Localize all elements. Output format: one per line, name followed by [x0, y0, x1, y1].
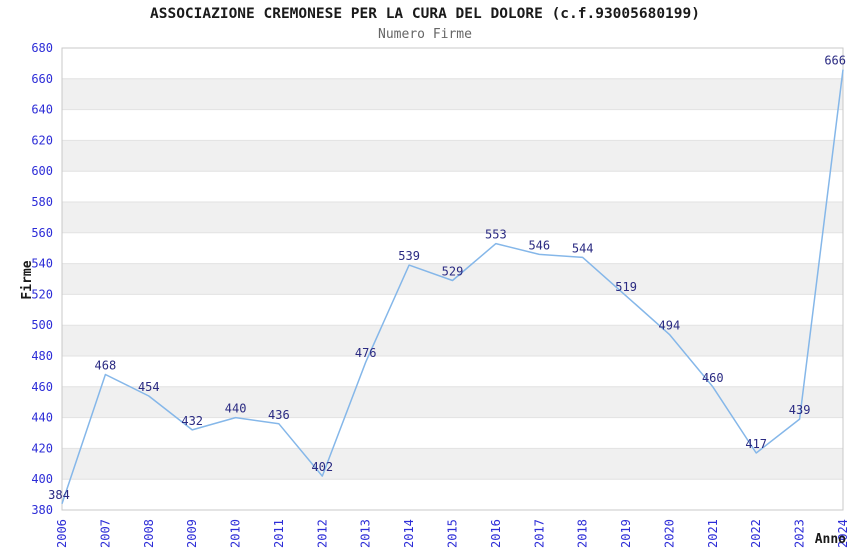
data-point-label: 546: [528, 238, 550, 252]
grid-band: [62, 140, 843, 172]
y-tick-label: 620: [31, 133, 53, 147]
data-point-label: 476: [355, 346, 377, 360]
x-tick-label: 2024: [836, 519, 850, 548]
data-point-label: 384: [48, 488, 70, 502]
data-point-label: 666: [824, 54, 846, 68]
y-axis-title: Firme: [20, 260, 35, 299]
x-tick-label: 2015: [446, 519, 460, 548]
data-point-label: 529: [442, 265, 464, 279]
plot-border: [61, 47, 844, 511]
data-point-label: 402: [311, 460, 333, 474]
y-tick-label: 480: [31, 349, 53, 363]
x-tick-label: 2012: [315, 519, 329, 548]
data-point-label: 460: [702, 371, 724, 385]
data-point-label: 439: [789, 403, 811, 417]
data-point-label: 494: [659, 318, 681, 332]
x-tick-label: 2019: [619, 519, 633, 548]
x-tick-label: 2023: [793, 519, 807, 548]
x-axis-title: Anno: [815, 532, 846, 547]
y-tick-label: 460: [31, 380, 53, 394]
grid-band: [62, 263, 843, 295]
y-tick-label: 380: [31, 503, 53, 517]
x-tick-label: 2011: [272, 519, 286, 548]
y-tick-label: 520: [31, 287, 53, 301]
y-tick-label: 600: [31, 164, 53, 178]
grid-band: [62, 448, 843, 480]
grid-band: [62, 202, 843, 233]
data-point-label: 539: [398, 249, 420, 263]
data-point-label: 519: [615, 280, 637, 294]
data-point-label: 468: [95, 359, 117, 373]
x-tick-label: 2014: [402, 519, 416, 548]
y-tick-label: 500: [31, 318, 53, 332]
data-point-label: 432: [181, 414, 203, 428]
chart-title: ASSOCIAZIONE CREMONESE PER LA CURA DEL D…: [150, 6, 700, 22]
data-line: [61, 69, 844, 505]
data-point-label: 417: [745, 437, 767, 451]
x-tick-label: 2010: [229, 519, 243, 548]
y-tick-label: 640: [31, 103, 53, 117]
data-point-label: 436: [268, 408, 290, 422]
data-point-label: 440: [225, 402, 247, 416]
x-tick-label: 2008: [142, 519, 156, 548]
y-tick-label: 420: [31, 441, 53, 455]
chart-subtitle: Numero Firme: [378, 27, 472, 42]
x-tick-label: 2018: [576, 519, 590, 548]
x-tick-label: 2017: [532, 519, 546, 548]
y-tick-label: 440: [31, 411, 53, 425]
data-point-label: 544: [572, 241, 594, 255]
x-tick-label: 2009: [185, 519, 199, 548]
y-tick-label: 400: [31, 472, 53, 486]
grid-band: [62, 325, 843, 356]
x-tick-label: 2022: [749, 519, 763, 548]
y-tick-label: 580: [31, 195, 53, 209]
x-tick-label: 2020: [662, 519, 676, 548]
y-tick-label: 660: [31, 72, 53, 86]
data-point-label: 553: [485, 228, 507, 242]
y-tick-label: 560: [31, 226, 53, 240]
x-tick-label: 2007: [98, 519, 112, 548]
y-tick-label: 680: [31, 41, 53, 55]
x-tick-label: 2013: [359, 519, 373, 548]
x-tick-label: 2021: [706, 519, 720, 548]
y-tick-label: 540: [31, 257, 53, 271]
x-tick-label: 2006: [55, 519, 69, 548]
grid-band: [62, 78, 843, 110]
data-point-label: 454: [138, 380, 160, 394]
x-tick-label: 2016: [489, 519, 503, 548]
grid-band: [62, 386, 843, 418]
